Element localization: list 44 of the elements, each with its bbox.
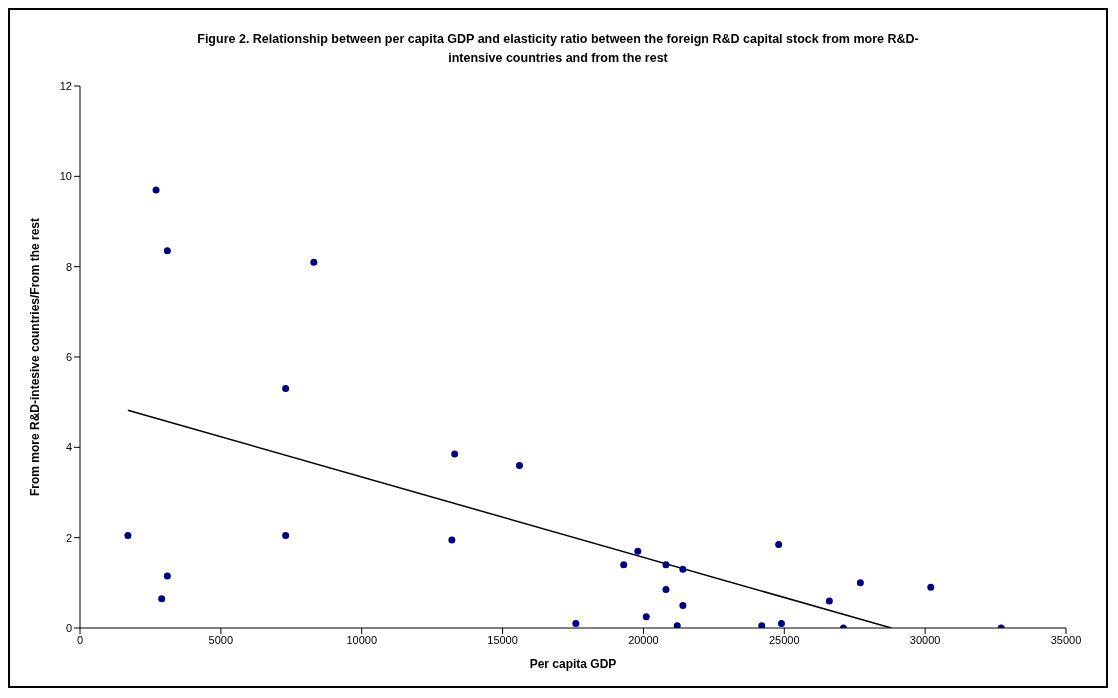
x-tick-label: 10000 xyxy=(346,633,378,646)
point xyxy=(310,258,318,266)
point xyxy=(679,565,687,573)
y-tick-label: 4 xyxy=(65,441,72,454)
point xyxy=(620,561,628,569)
point xyxy=(825,597,833,605)
point xyxy=(152,186,160,194)
point xyxy=(448,536,456,544)
x-tick-label: 30000 xyxy=(909,633,941,646)
point xyxy=(634,547,642,555)
x-tick-label: 15000 xyxy=(487,633,518,646)
x-tick-label: 25000 xyxy=(768,633,800,646)
x-tick-label: 35000 xyxy=(1050,633,1082,646)
point xyxy=(777,619,785,627)
point xyxy=(572,619,580,627)
y-tick-label: 0 xyxy=(65,621,72,634)
y-tick-label: 6 xyxy=(65,350,72,363)
point xyxy=(124,531,132,539)
y-axis-title: From more R&D-intesive countries/From the rest xyxy=(28,217,43,497)
y-tick-label: 10 xyxy=(59,170,72,183)
point xyxy=(758,622,766,628)
x-axis-title: Per capita GDP xyxy=(529,657,617,671)
point xyxy=(515,461,523,469)
point xyxy=(775,540,783,548)
point xyxy=(282,531,290,539)
point xyxy=(927,583,935,591)
point xyxy=(856,579,864,587)
point xyxy=(282,385,290,393)
point xyxy=(451,450,459,458)
point xyxy=(642,613,650,621)
point xyxy=(662,586,670,594)
point xyxy=(673,622,681,628)
y-tick-label: 8 xyxy=(65,260,72,273)
point xyxy=(158,595,166,603)
point xyxy=(163,572,171,580)
point xyxy=(679,601,687,609)
y-tick-label: 2 xyxy=(65,531,72,544)
point xyxy=(163,247,171,255)
y-tick-label: 12 xyxy=(59,79,72,92)
chart-title: Figure 2. Relationship between per capita GDP and elasticity ratio between the foreign R&D capital stock from more R&D-intensive countries and from the rest xyxy=(196,31,920,67)
x-tick-label: 5000 xyxy=(208,633,234,646)
x-tick-label: 20000 xyxy=(628,633,659,646)
x-tick-label: 0 xyxy=(76,633,84,646)
point xyxy=(662,561,670,569)
